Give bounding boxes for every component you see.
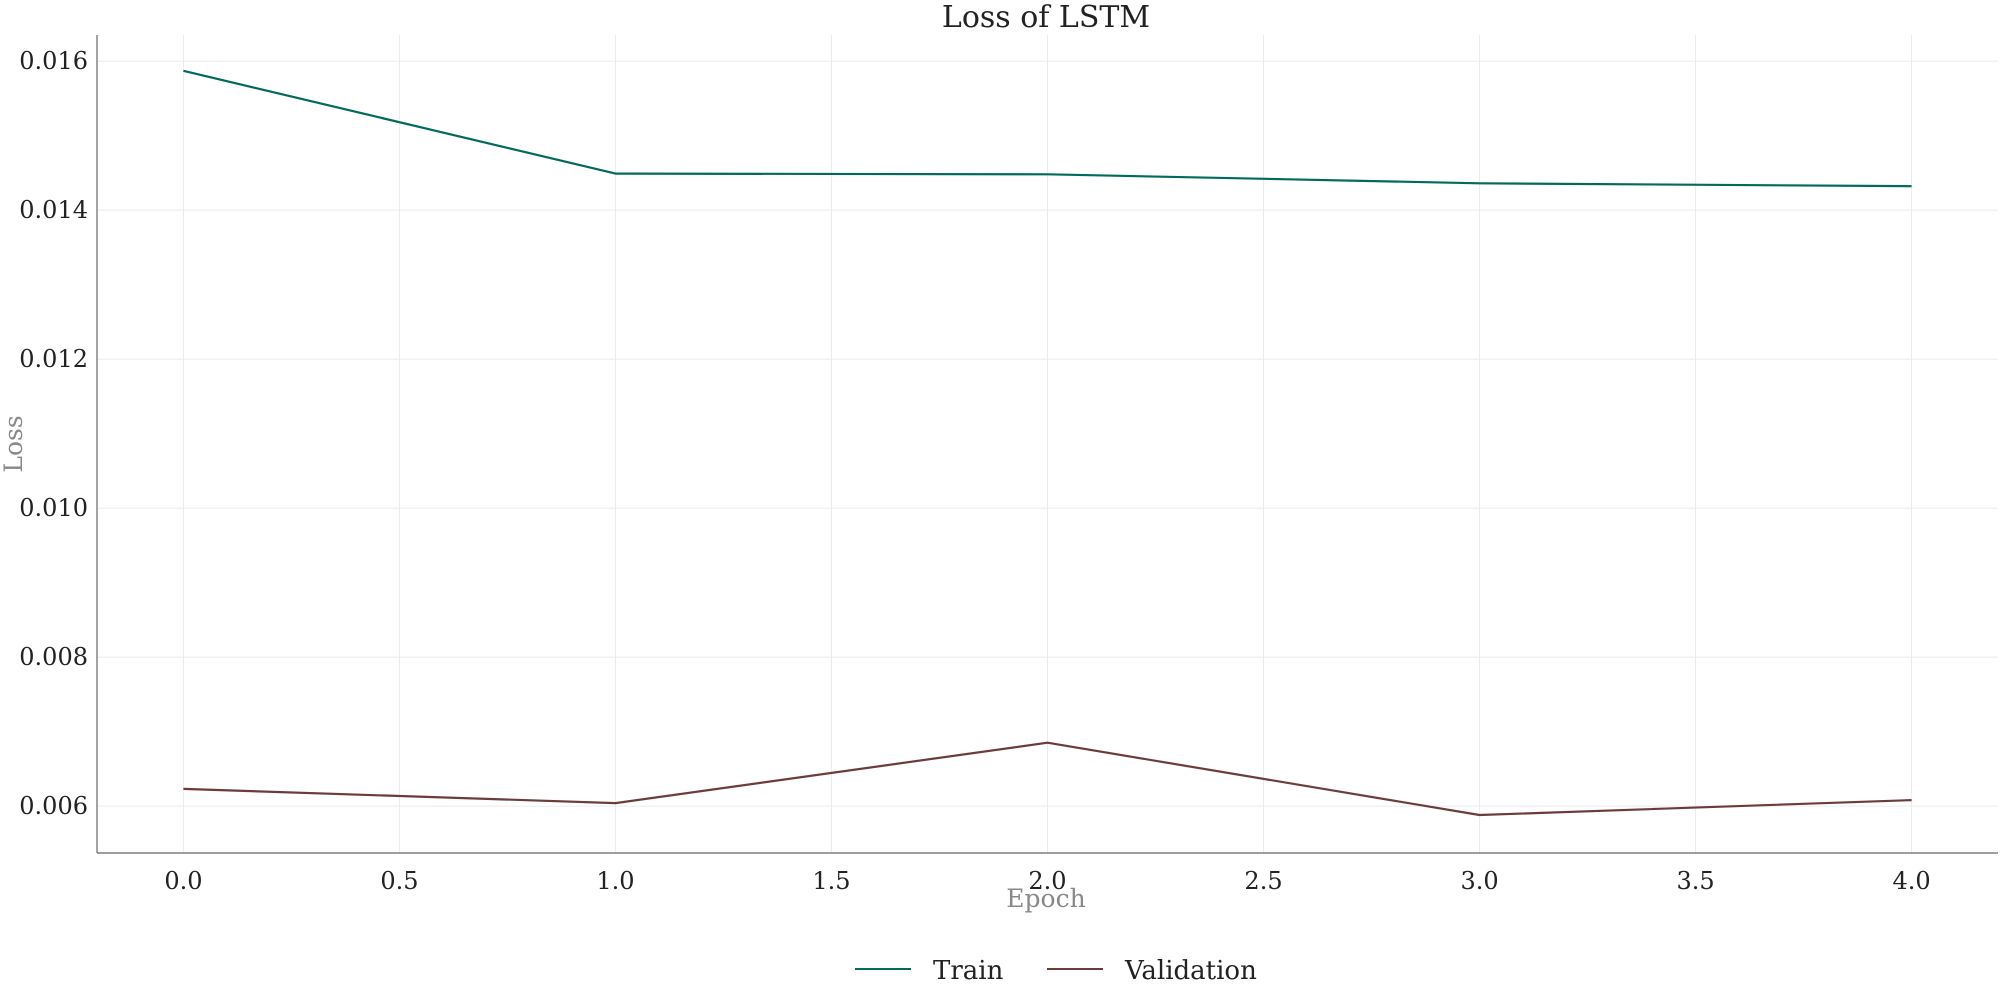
x-tick-label: 0.0 (164, 867, 202, 895)
chart-title: Loss of LSTM (942, 0, 1150, 35)
y-tick-label: 0.008 (19, 643, 88, 671)
x-tick-label: 3.0 (1460, 867, 1498, 895)
legend-label-train: Train (933, 956, 1004, 986)
legend: Train Validation (855, 956, 1257, 986)
series-line-train (183, 69, 1912, 188)
y-tick-label: 0.014 (19, 196, 88, 224)
x-tick-label: 0.5 (380, 867, 418, 895)
series-lines (183, 69, 1912, 817)
x-axis-label: Epoch (1006, 884, 1085, 913)
x-tick-label: 2.5 (1244, 867, 1282, 895)
y-tick-label: 0.012 (19, 345, 88, 373)
y-tick-label: 0.016 (19, 47, 88, 75)
series-line-validation (183, 741, 1912, 817)
y-tick-labels: 0.006 0.008 0.010 0.012 0.014 0.016 (19, 47, 88, 820)
x-tick-label: 1.0 (596, 867, 634, 895)
y-tick-label: 0.010 (19, 494, 88, 522)
x-tick-labels: 0.0 0.5 1.0 1.5 2.0 2.5 3.0 3.5 4.0 (164, 867, 1930, 895)
y-axis-label: Loss (0, 415, 28, 472)
x-tick-label: 4.0 (1893, 867, 1931, 895)
x-tick-label: 1.5 (812, 867, 850, 895)
x-tick-label: 2.0 (1028, 867, 1066, 895)
legend-label-validation: Validation (1124, 956, 1257, 986)
axes-spines (96, 35, 1998, 854)
grid-lines (97, 35, 1998, 853)
x-tick-label: 3.5 (1676, 867, 1714, 895)
y-tick-label: 0.006 (19, 792, 88, 820)
